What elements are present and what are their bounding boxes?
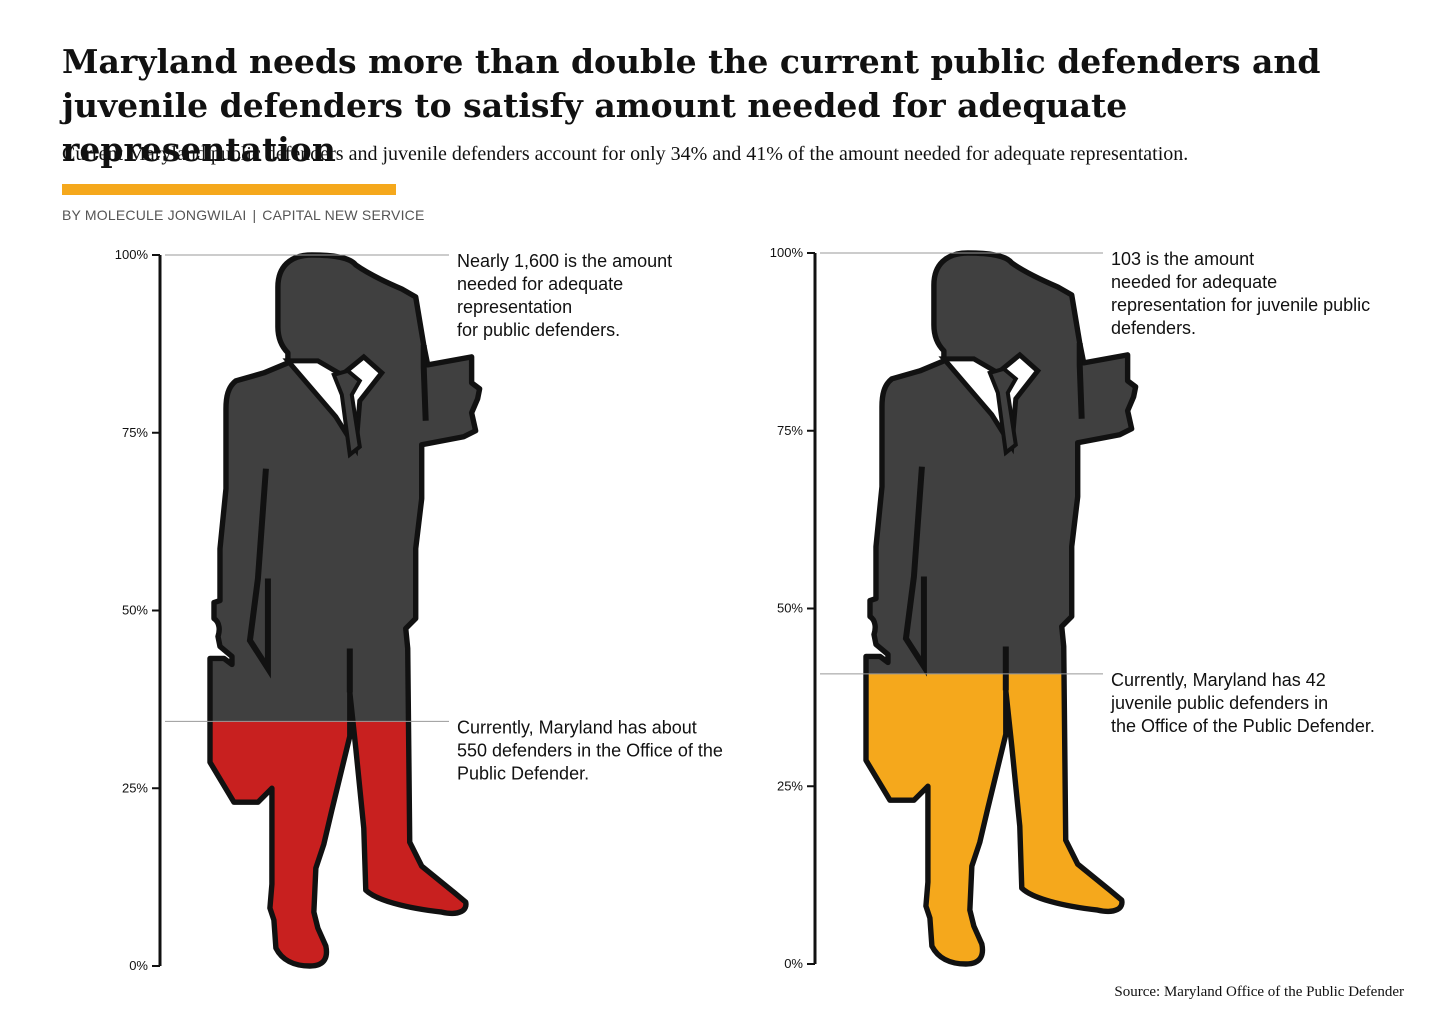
pictograph-chart: 0% 25% 50% 75% 100% Nearly 1,600 is the amoun… — [115, 245, 1375, 973]
arm-line — [420, 344, 429, 421]
necktie-icon — [331, 368, 363, 459]
annotation-text: Currently, Maryland has 42 juvenile publi… — [1110, 670, 1375, 736]
silhouette-fill-group — [866, 673, 1122, 965]
y-tick-label: 25% — [122, 780, 148, 795]
y-tick-label: 0% — [129, 958, 148, 973]
silhouette-outline-icon — [863, 250, 1139, 967]
jacket-seam-line — [902, 466, 927, 677]
y-tick-label: 100% — [770, 245, 804, 260]
pictograph-panel-2: 0% 25% 50% 75% 100% 103 is the amount needed f… — [770, 245, 1375, 971]
byline-author: BY MOLECULE JONGWILAI — [62, 207, 247, 223]
y-tick-label: 100% — [115, 247, 149, 262]
annotation-line: for public defenders. — [457, 320, 620, 340]
byline-outlet: CAPITAL NEW SERVICE — [262, 207, 425, 223]
silhouette-fill-icon — [866, 673, 1122, 965]
annotation-line: needed for adequate — [457, 274, 623, 294]
arm-line — [1076, 342, 1085, 419]
annotation-line: representation for juvenile public — [1111, 295, 1370, 315]
annotation-text: Nearly 1,600 is the amount needed for ade… — [457, 251, 672, 340]
annotation-line: juvenile public defenders in — [1110, 693, 1328, 713]
accent-bar — [62, 184, 396, 195]
chart-title: Maryland needs more than double the curr… — [62, 42, 1321, 169]
annotation-text: Currently, Maryland has about 550 defende… — [457, 717, 723, 783]
y-tick-label: 50% — [777, 601, 803, 616]
annotation-text: 103 is the amount needed for adequate repr… — [1111, 249, 1370, 338]
annotation-line: Nearly 1,600 is the amount — [457, 251, 672, 271]
shirt-tie-detail — [246, 344, 429, 693]
chart-subtitle: Current Maryland public defenders and ju… — [62, 143, 1189, 165]
y-tick-label: 25% — [777, 778, 803, 793]
annotation-line: Currently, Maryland has about — [457, 717, 697, 737]
annotation-line: the Office of the Public Defender. — [1111, 716, 1375, 736]
y-tick-label: 50% — [122, 603, 148, 618]
shirt-tie-detail — [902, 342, 1085, 691]
necktie-icon — [987, 366, 1019, 457]
annotation-line: 550 defenders in the Office of the — [457, 740, 723, 760]
y-tick-label: 75% — [122, 425, 148, 440]
annotation-line: needed for adequate — [1111, 272, 1277, 292]
annotation-line: 103 is the amount — [1111, 249, 1254, 269]
silhouette-outline-icon — [207, 252, 483, 969]
y-tick-label: 0% — [784, 956, 803, 971]
byline-separator: | — [252, 207, 257, 223]
y-tick-label: 75% — [777, 423, 803, 438]
annotation-line: defenders. — [1111, 318, 1196, 338]
annotation-line: Public Defender. — [457, 763, 589, 783]
source-note: Source: Maryland Office of the Public De… — [1114, 984, 1404, 1000]
byline: BY MOLECULE JONGWILAI | CAPITAL NEW SERVIC… — [62, 207, 425, 223]
annotation-line: representation — [457, 297, 572, 317]
annotation-line: Currently, Maryland has 42 — [1111, 670, 1326, 690]
pictograph-panel-1: 0% 25% 50% 75% 100% Nearly 1,600 is the amoun… — [115, 247, 723, 973]
jacket-seam-line — [246, 468, 271, 679]
